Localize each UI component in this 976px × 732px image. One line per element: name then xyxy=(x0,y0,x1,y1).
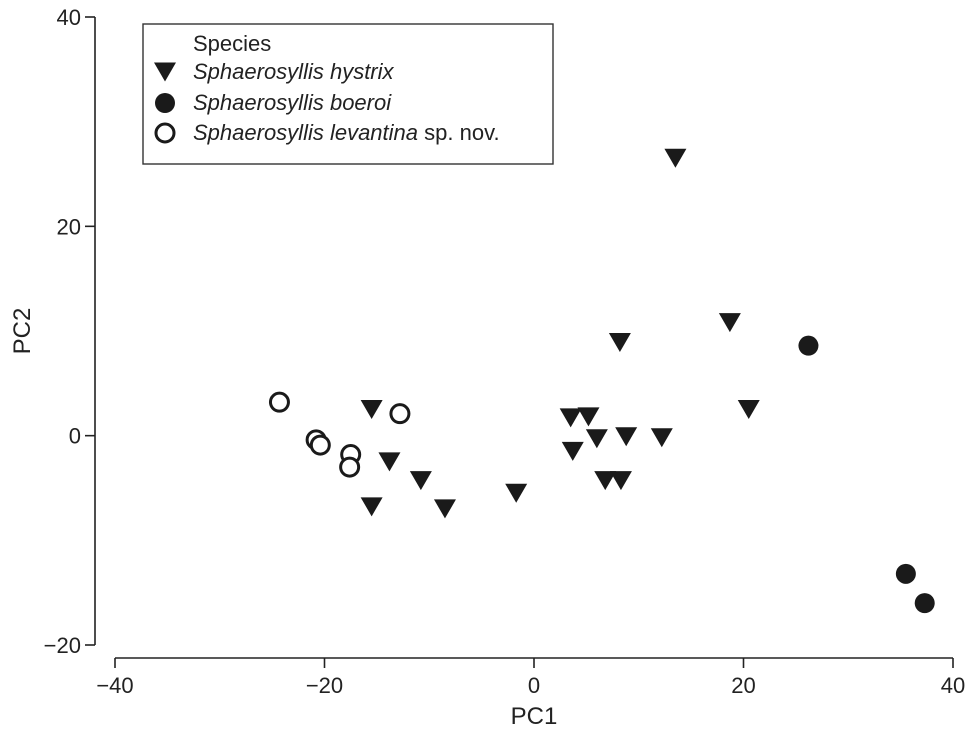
data-point xyxy=(409,471,432,491)
x-tick-label: −20 xyxy=(306,673,343,698)
legend-name-suffix: sp. nov. xyxy=(418,120,500,145)
x-ticks: −40 −20 0 20 40 xyxy=(96,658,965,698)
legend-marker xyxy=(155,93,175,113)
series-2-points xyxy=(798,335,935,614)
legend-label: Sphaerosyllis boeroi xyxy=(193,90,392,115)
x-tick-label: 0 xyxy=(528,673,540,698)
data-point xyxy=(585,429,608,449)
y-tick-label: −20 xyxy=(44,633,81,658)
data-point xyxy=(561,441,584,461)
data-point xyxy=(737,400,760,419)
data-point xyxy=(615,427,638,447)
legend-title: Species xyxy=(193,31,271,56)
series-1-points xyxy=(360,148,760,519)
legend-marker xyxy=(154,122,176,144)
legend: Species Sphaerosyllis hystrixSphaerosyll… xyxy=(142,23,554,165)
data-point xyxy=(505,483,528,503)
y-tick-label: 20 xyxy=(57,214,81,239)
data-point xyxy=(594,471,617,491)
data-point xyxy=(914,593,935,614)
data-point xyxy=(433,499,456,519)
legend-items: Sphaerosyllis hystrix Sphaerosyllis boero… xyxy=(154,59,500,145)
y-ticks: −20 0 20 40 xyxy=(44,5,95,658)
x-axis-label: PC1 xyxy=(511,703,558,730)
y-axis-label: PC2 xyxy=(9,308,36,355)
x-tick-label: 40 xyxy=(941,673,965,698)
legend-label: Sphaerosyllis levantina sp. nov. xyxy=(193,120,500,145)
data-points xyxy=(268,148,935,614)
legend-marker xyxy=(154,62,176,82)
data-point xyxy=(309,434,331,456)
data-point xyxy=(664,148,687,168)
data-point xyxy=(389,403,411,425)
x-tick-label: −40 xyxy=(96,673,133,698)
data-point xyxy=(650,428,673,448)
data-point xyxy=(360,497,383,517)
y-tick-label: 0 xyxy=(69,424,81,449)
data-point xyxy=(609,471,632,491)
legend-label: Sphaerosyllis hystrix xyxy=(193,59,395,84)
data-point xyxy=(718,313,741,333)
data-point xyxy=(577,407,600,427)
data-point xyxy=(895,563,916,584)
data-point xyxy=(360,400,383,419)
data-point xyxy=(268,391,290,413)
legend-species-name: Sphaerosyllis hystrix xyxy=(193,59,395,84)
legend-species-name: Sphaerosyllis levantina xyxy=(193,120,418,145)
data-point xyxy=(378,452,401,472)
x-tick-label: 20 xyxy=(731,673,755,698)
legend-box xyxy=(142,23,554,165)
data-point xyxy=(339,456,361,478)
data-point xyxy=(559,408,582,428)
y-tick-label: 40 xyxy=(57,5,81,30)
data-point xyxy=(608,333,631,353)
legend-species-name: Sphaerosyllis boeroi xyxy=(193,90,392,115)
series-3-points xyxy=(268,391,411,478)
data-point xyxy=(798,335,819,356)
